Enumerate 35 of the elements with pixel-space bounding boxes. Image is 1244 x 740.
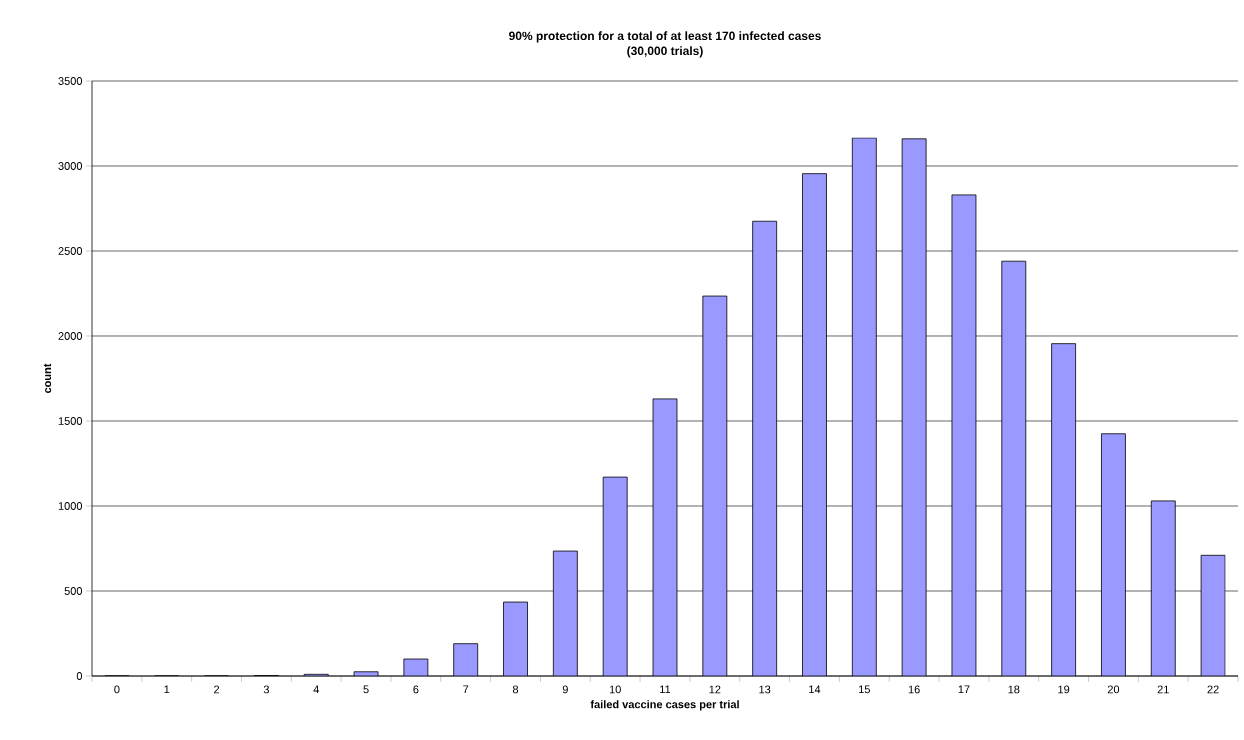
y-tick-label: 1500	[58, 417, 83, 425]
y-tick-label: 2000	[58, 332, 83, 340]
x-tick-label: 16	[908, 685, 920, 694]
chart-subtitle: (30,000 trials)	[627, 46, 703, 58]
x-tick-label: 22	[1207, 685, 1219, 694]
y-tick-label: 3500	[58, 77, 83, 85]
x-tick-label: 21	[1157, 685, 1169, 694]
y-tick-label: 1000	[58, 502, 83, 510]
y-axis-title: count	[43, 363, 52, 394]
x-tick-label: 5	[363, 685, 369, 694]
x-tick-label: 2	[214, 685, 220, 694]
x-tick-label: 14	[809, 685, 821, 694]
x-tick-label: 7	[463, 685, 469, 694]
x-tick-label: 11	[660, 685, 671, 694]
x-tick-label: 1	[164, 685, 170, 694]
x-tick-label: 12	[709, 685, 721, 694]
x-tick-label: 6	[413, 685, 419, 694]
x-tick-label: 8	[512, 685, 519, 694]
x-tick-label: 17	[958, 685, 970, 694]
chart-title: 90% protection for a total of at least 170 infected cases	[509, 31, 821, 43]
x-tick-label: 19	[1058, 685, 1070, 694]
x-axis-title: failed vaccine cases per trial	[590, 700, 739, 711]
x-tick-label: 3	[263, 685, 269, 694]
x-tick-label: 18	[1008, 685, 1020, 694]
y-tick-label: 500	[64, 587, 83, 595]
x-tick-label: 4	[313, 685, 319, 694]
y-tick-label: 3000	[58, 162, 83, 170]
y-tick-label: 2500	[58, 247, 83, 255]
x-tick-label: 10	[609, 685, 621, 694]
x-tick-label: 13	[759, 685, 771, 694]
x-tick-label: 0	[114, 685, 120, 694]
x-tick-label: 20	[1107, 685, 1120, 694]
y-tick-label: 0	[76, 672, 83, 680]
x-tick-label: 9	[562, 685, 568, 694]
x-tick-label: 15	[859, 685, 870, 694]
